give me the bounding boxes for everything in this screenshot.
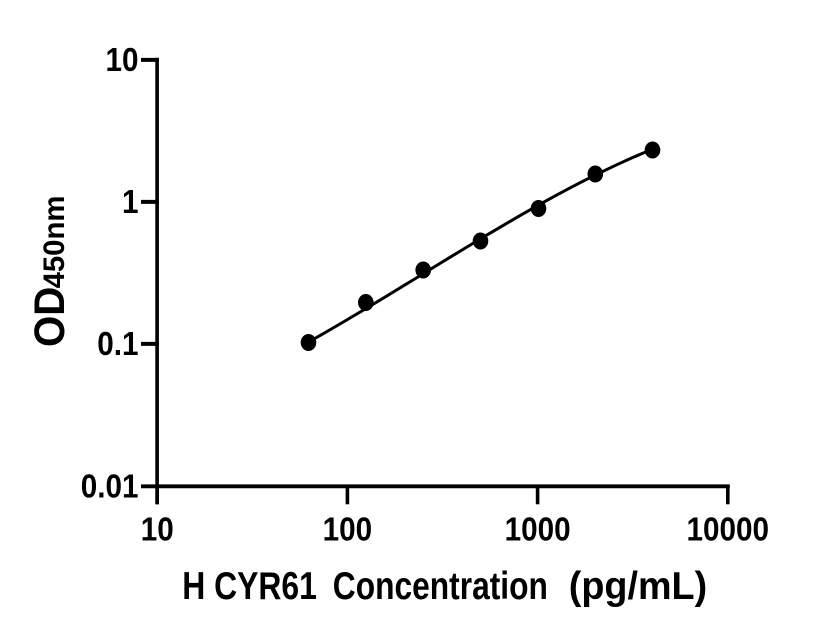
svg-text:10000: 10000: [687, 511, 770, 548]
svg-text:0.1: 0.1: [97, 326, 138, 363]
svg-text:H CYR61: H CYR61: [182, 564, 317, 608]
svg-text:10: 10: [141, 511, 174, 548]
svg-text:0.01: 0.01: [81, 468, 139, 505]
svg-text:10: 10: [105, 42, 138, 79]
svg-text:1000: 1000: [505, 511, 571, 548]
svg-text:100: 100: [323, 511, 373, 548]
svg-text:OD: OD: [25, 287, 74, 347]
svg-text:(pg/mL): (pg/mL): [569, 565, 707, 609]
svg-text:450nm: 450nm: [38, 196, 71, 289]
svg-text:1: 1: [122, 184, 139, 221]
svg-text:Concentration: Concentration: [333, 564, 548, 608]
